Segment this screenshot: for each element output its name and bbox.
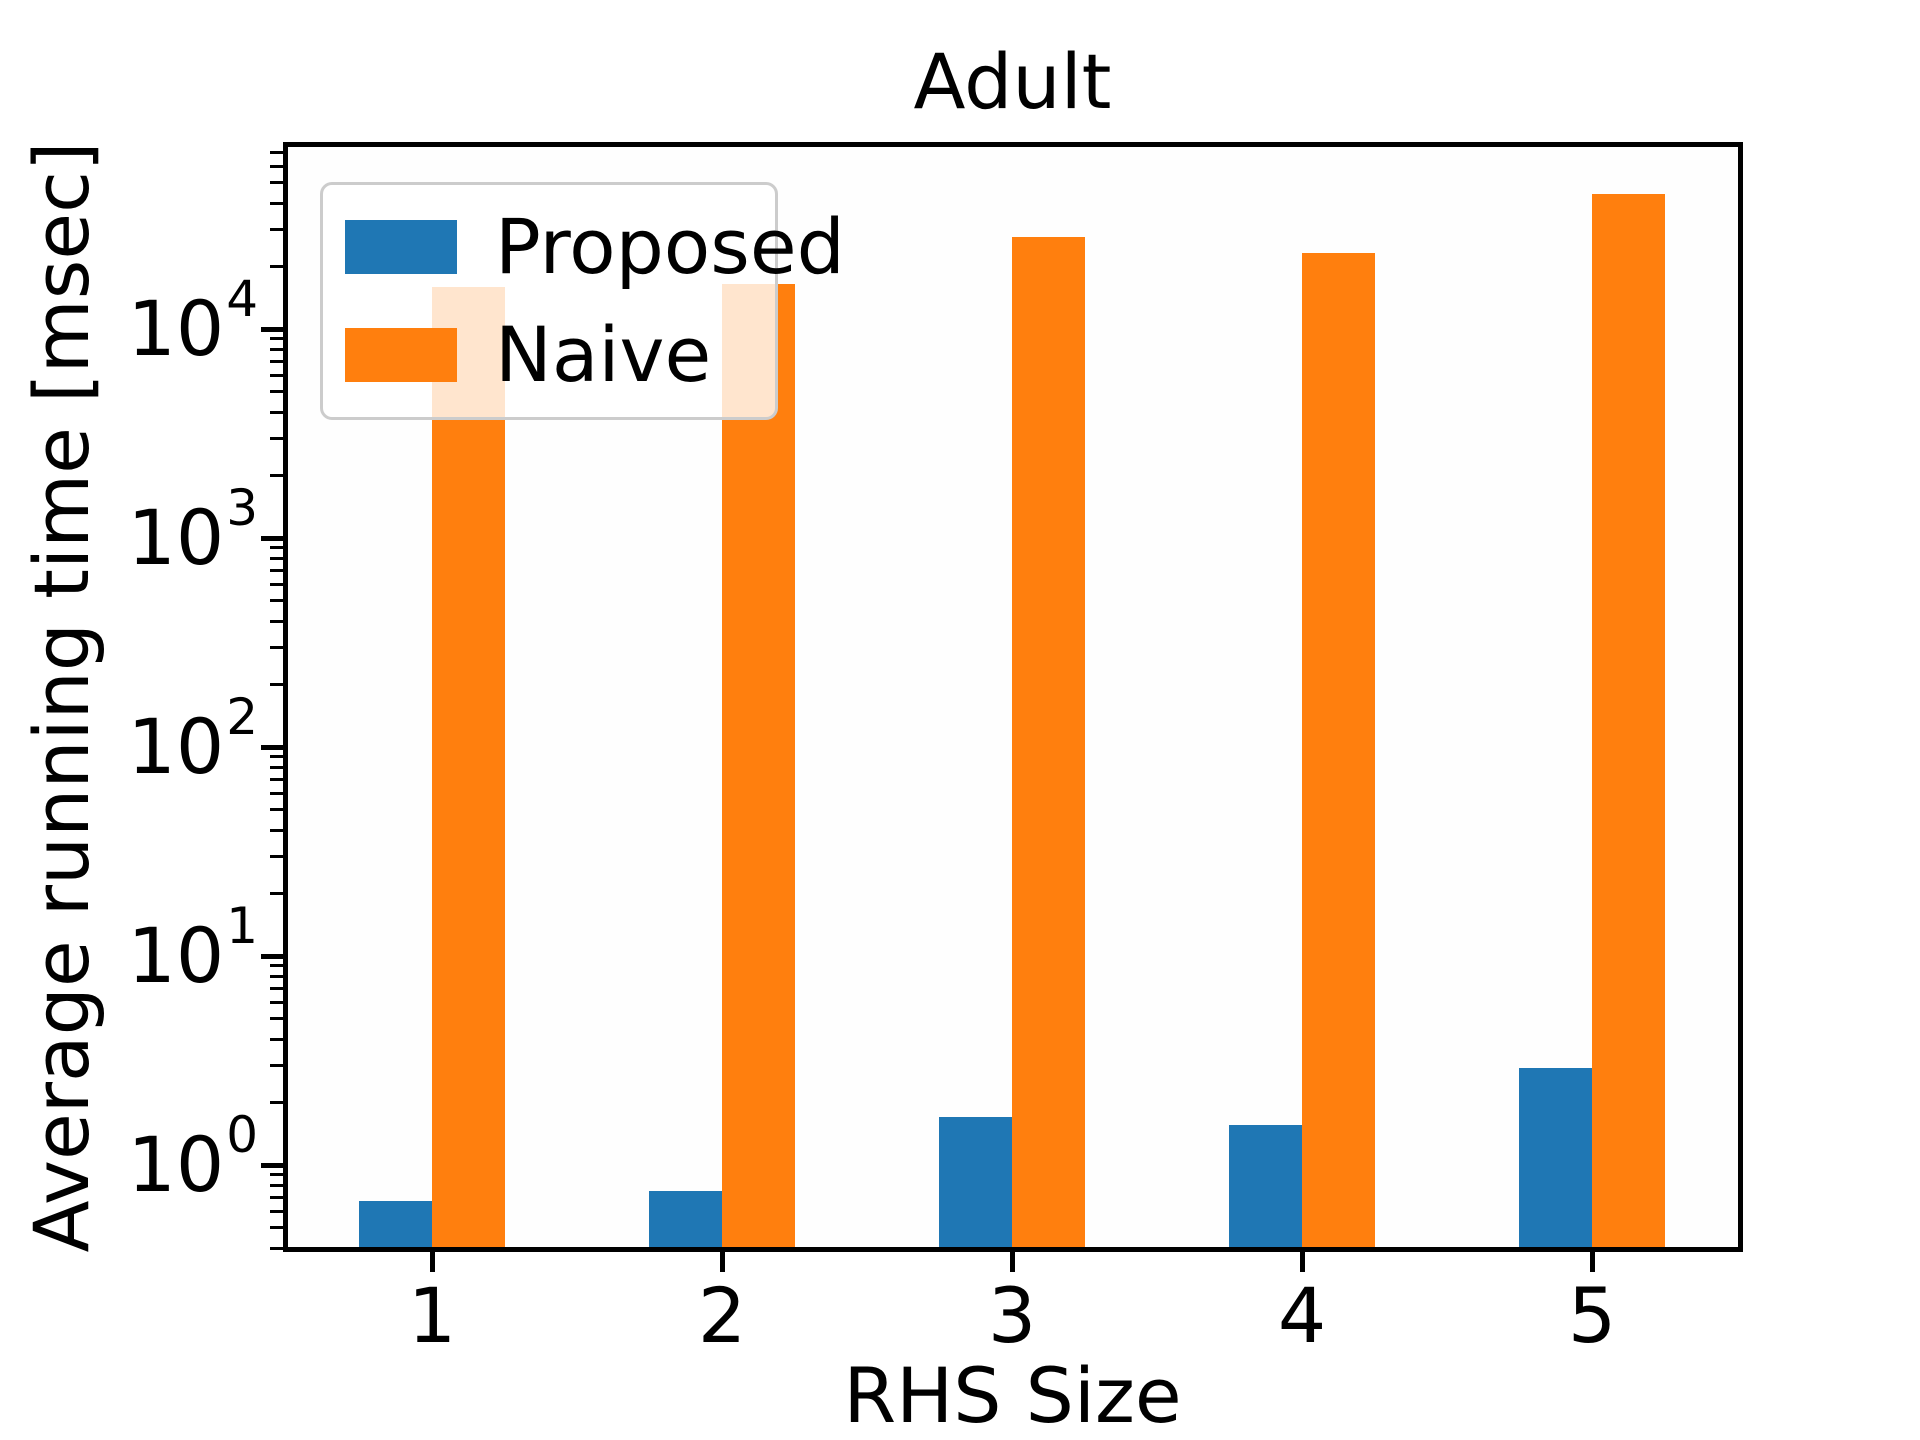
bar-naive-rhs1 — [432, 287, 505, 1250]
y-minor-tick — [270, 546, 283, 550]
bar-proposed-rhs5 — [1519, 1068, 1592, 1250]
y-minor-tick — [270, 1226, 283, 1230]
y-minor-tick — [270, 181, 283, 185]
y-minor-tick — [270, 1173, 283, 1177]
y-minor-tick — [270, 164, 283, 168]
axis-spine-left — [283, 142, 288, 1252]
y-major-tick-10e4 — [261, 326, 283, 332]
x-tick-label-4: 4 — [1277, 1271, 1327, 1360]
y-minor-tick — [270, 1100, 283, 1104]
y-minor-tick — [270, 1037, 283, 1041]
x-tick-2 — [719, 1250, 725, 1272]
y-minor-tick — [270, 1195, 283, 1199]
y-minor-tick — [270, 436, 283, 440]
chart-title: Adult — [913, 37, 1112, 126]
y-minor-tick — [270, 777, 283, 781]
x-tick-label-3: 3 — [987, 1271, 1037, 1360]
plot-area — [285, 144, 1740, 1250]
x-tick-label-1: 1 — [407, 1271, 457, 1360]
y-minor-tick — [270, 556, 283, 560]
y-tick-label-10e2: 10 2 — [127, 688, 258, 791]
y-minor-tick — [270, 599, 283, 603]
y-minor-tick — [270, 390, 283, 394]
y-major-tick-10e0 — [261, 1162, 283, 1168]
y-minor-tick — [270, 264, 283, 268]
y-minor-tick — [270, 682, 283, 686]
legend-swatch-naive — [345, 328, 457, 382]
y-minor-tick — [270, 808, 283, 812]
legend-item-naive: Naive — [345, 317, 775, 393]
x-tick-label-5: 5 — [1567, 1271, 1617, 1360]
y-minor-tick — [270, 410, 283, 414]
bar-naive-rhs2 — [722, 284, 795, 1250]
y-tick-label-10e0: 10 0 — [127, 1106, 258, 1209]
bar-proposed-rhs1 — [359, 1201, 432, 1250]
bar-naive-rhs3 — [1012, 236, 1085, 1250]
y-tick-label-10e1: 10 1 — [127, 897, 258, 1000]
x-tick-5 — [1589, 1250, 1595, 1272]
axis-spine-right — [1738, 142, 1743, 1252]
legend-swatch-proposed — [345, 220, 457, 274]
x-tick-4 — [1299, 1250, 1305, 1272]
bar-proposed-rhs3 — [939, 1116, 1012, 1250]
x-axis-label: RHS Size — [843, 1351, 1182, 1440]
x-tick-1 — [429, 1250, 435, 1272]
y-minor-tick — [270, 568, 283, 572]
y-minor-tick — [270, 201, 283, 205]
y-minor-tick — [270, 150, 283, 154]
y-minor-tick — [270, 1183, 283, 1187]
axis-spine-top — [283, 142, 1743, 147]
y-minor-tick — [270, 473, 283, 477]
y-minor-tick — [270, 828, 283, 832]
y-minor-tick — [270, 1209, 283, 1213]
legend-item-proposed: Proposed — [345, 209, 845, 285]
y-minor-tick — [270, 854, 283, 858]
y-minor-tick — [270, 347, 283, 351]
y-minor-tick — [270, 373, 283, 377]
y-minor-tick — [270, 765, 283, 769]
bar-proposed-rhs2 — [649, 1191, 722, 1250]
y-tick-label-10e4: 10 4 — [127, 270, 258, 373]
y-minor-tick — [270, 1017, 283, 1021]
y-minor-tick — [270, 891, 283, 895]
y-minor-tick — [270, 755, 283, 759]
y-minor-tick — [270, 1246, 283, 1250]
legend-label-naive: Naive — [495, 310, 712, 399]
bar-naive-rhs4 — [1302, 253, 1375, 1250]
y-minor-tick — [270, 1063, 283, 1067]
y-major-tick-10e1 — [261, 953, 283, 959]
y-minor-tick — [270, 337, 283, 341]
y-minor-tick — [270, 227, 283, 231]
y-minor-tick — [270, 974, 283, 978]
y-major-tick-10e3 — [261, 535, 283, 541]
bar-naive-rhs5 — [1592, 193, 1665, 1250]
y-tick-label-10e3: 10 3 — [127, 479, 258, 582]
y-minor-tick — [270, 645, 283, 649]
y-minor-tick — [270, 359, 283, 363]
bar-proposed-rhs4 — [1229, 1125, 1302, 1250]
y-minor-tick — [270, 964, 283, 968]
y-minor-tick — [270, 1000, 283, 1004]
axis-spine-bottom — [283, 1247, 1743, 1252]
y-minor-tick — [270, 791, 283, 795]
y-minor-tick — [270, 986, 283, 990]
y-minor-tick — [270, 582, 283, 586]
legend: Proposed Naive — [320, 182, 845, 420]
x-tick-3 — [1009, 1250, 1015, 1272]
y-major-tick-10e2 — [261, 744, 283, 750]
x-tick-label-2: 2 — [697, 1271, 747, 1360]
legend-label-proposed: Proposed — [495, 202, 845, 291]
y-minor-tick — [270, 619, 283, 623]
